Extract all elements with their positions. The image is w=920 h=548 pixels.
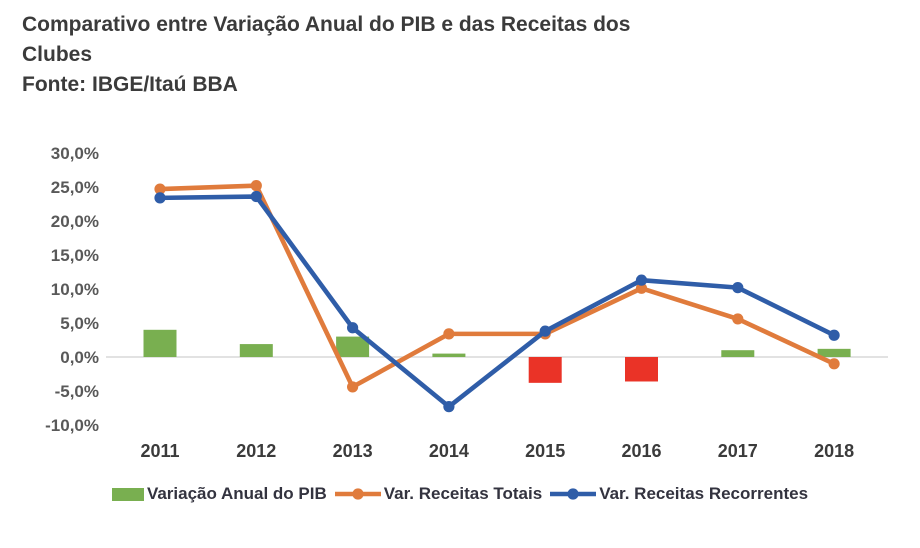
x-tick-label: 2014 xyxy=(429,441,469,461)
y-tick-label: -10,0% xyxy=(45,416,99,435)
pib-bar xyxy=(817,348,851,357)
data-point-marker xyxy=(635,282,648,294)
legend-label: Var. Receitas Totais xyxy=(383,484,543,503)
data-point-marker xyxy=(828,358,840,370)
data-point-marker xyxy=(828,329,840,341)
title-block: Comparativo entre Variação Anual do PIB … xyxy=(22,10,722,100)
y-tick-label: 15,0% xyxy=(51,246,99,265)
y-tick-label: 30,0% xyxy=(51,144,99,163)
chart-legend: Variação Anual do PIB Var. Receitas Totai… xyxy=(0,484,920,504)
legend-line-swatch-icon xyxy=(334,488,381,500)
pib-bar xyxy=(721,350,755,357)
data-point-marker xyxy=(250,190,262,203)
pib-bar xyxy=(336,336,370,357)
data-point-marker xyxy=(154,183,166,195)
x-tick-label: 2015 xyxy=(525,441,565,461)
legend-item: Variação Anual do PIB xyxy=(111,484,327,504)
line-series xyxy=(154,190,840,413)
pib-bar xyxy=(432,353,466,357)
data-point-marker xyxy=(539,325,551,337)
legend-bar-swatch-icon xyxy=(111,488,144,501)
x-tick-label: 2017 xyxy=(718,441,758,461)
data-point-marker xyxy=(443,401,455,413)
legend-item: Var. Receitas Totais xyxy=(334,484,543,504)
x-tick-label: 2011 xyxy=(140,441,179,461)
data-point-marker xyxy=(635,274,648,286)
y-tick-label: 10,0% xyxy=(51,280,99,299)
y-tick-label: 0,0% xyxy=(60,348,99,367)
y-tick-label: 25,0% xyxy=(51,178,99,197)
data-point-marker xyxy=(154,192,166,204)
x-axis-labels: 2011 2012 2013 2014 2015 2016 2017 2018 xyxy=(140,441,854,461)
y-tick-label: 20,0% xyxy=(51,212,99,231)
y-tick-label: -5,0% xyxy=(55,382,99,401)
data-point-marker xyxy=(347,381,359,393)
y-tick-label: 5,0% xyxy=(60,314,99,333)
series-line xyxy=(157,194,837,409)
pib-bar xyxy=(625,357,658,382)
pib-bar xyxy=(239,344,273,357)
data-point-marker xyxy=(732,313,744,325)
chart-source: Fonte: IBGE/Itaú BBA xyxy=(22,73,238,96)
x-tick-label: 2018 xyxy=(814,441,854,461)
data-point-marker xyxy=(347,322,359,334)
legend-label: Var. Receitas Recorrentes xyxy=(599,484,809,503)
legend-line-swatch-icon xyxy=(550,488,597,500)
pib-bar xyxy=(143,329,177,357)
x-tick-label: 2012 xyxy=(236,441,276,461)
chart-title: Comparativo entre Variação Anual do PIB … xyxy=(22,13,631,66)
pib-bar xyxy=(528,357,562,383)
legend-label: Variação Anual do PIB xyxy=(146,484,327,503)
x-tick-label: 2016 xyxy=(621,441,661,461)
chart-canvas: 30,0% 25,0% 20,0% 15,0% 10,0% 5,0% 0,0% -5,0% -1… xyxy=(45,144,888,461)
y-axis-labels: 30,0% 25,0% 20,0% 15,0% 10,0% 5,0% 0,0% -5,0% -1… xyxy=(45,144,99,435)
bar-series-pib xyxy=(143,329,851,383)
data-point-marker xyxy=(443,328,455,340)
x-tick-label: 2013 xyxy=(333,441,373,461)
legend-item: Var. Receitas Recorrentes xyxy=(550,484,808,504)
data-point-marker xyxy=(732,282,744,294)
data-point-marker xyxy=(250,180,262,192)
